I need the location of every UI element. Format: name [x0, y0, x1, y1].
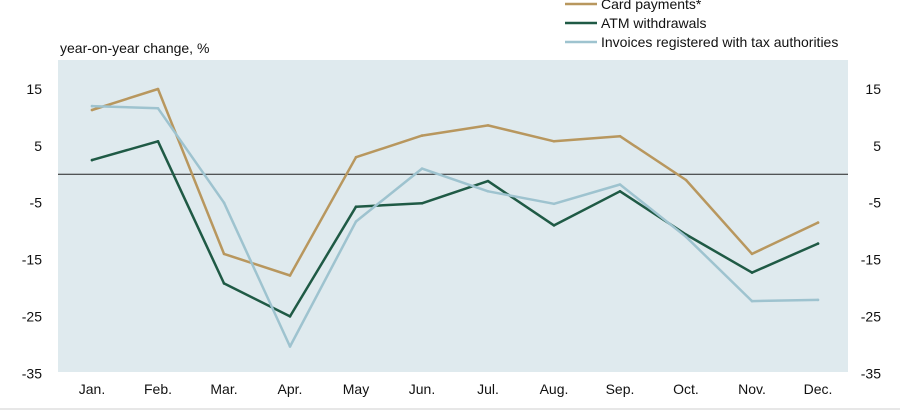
x-tick-label: Jan.: [79, 381, 105, 397]
x-tick-label: Feb.: [144, 381, 172, 397]
y-tick-label-left: -5: [30, 195, 43, 211]
data-point: [684, 178, 688, 182]
series-line-0: [90, 87, 820, 277]
y-tick-label-right: -15: [861, 252, 881, 268]
data-point: [354, 220, 358, 223]
y-tick-label-right: -35: [861, 365, 881, 381]
data-point: [288, 345, 292, 348]
y-tick-label-left: -25: [22, 308, 42, 324]
x-tick-label: Apr.: [278, 381, 303, 397]
x-tick-labels: Jan. Feb. Mar. Apr. May Jun. Jul. Aug. Sep. Oct. N…: [79, 381, 833, 397]
x-tick-label: Aug.: [540, 381, 569, 397]
data-point: [750, 271, 754, 274]
legend-label: Card payments*: [601, 0, 702, 12]
data-point: [816, 242, 820, 245]
y-tick-label-left: -15: [22, 252, 42, 268]
data-point: [486, 190, 490, 193]
data-point: [420, 134, 424, 137]
x-tick-label: May: [343, 381, 369, 397]
y-tick-label-left: 15: [26, 81, 42, 97]
y-axis-label: year-on-year change, %: [60, 40, 209, 56]
legend: Card payments* ATM withdrawals Invoices re…: [565, 0, 838, 50]
data-point: [618, 190, 622, 193]
x-tick-label: Mar.: [210, 381, 237, 397]
y-tick-label-right: -25: [861, 308, 881, 324]
data-point: [354, 205, 358, 208]
data-point: [552, 202, 556, 206]
data-point: [552, 224, 556, 227]
y-tick-label-right: 5: [873, 138, 881, 154]
data-point: [486, 179, 490, 183]
y-tick-labels-left: 15 5 -5 -15 -25 -35: [22, 81, 42, 381]
data-point: [90, 104, 94, 108]
data-point: [156, 140, 160, 143]
data-point: [552, 140, 556, 143]
legend-label: ATM withdrawals: [601, 15, 707, 31]
data-point: [420, 202, 424, 205]
data-point: [816, 221, 820, 224]
data-point: [618, 134, 622, 138]
data-point: [684, 235, 688, 239]
y-tick-labels-right: 15 5 -5 -15 -25 -35: [861, 81, 881, 381]
data-point: [750, 252, 754, 256]
series-layer: [90, 87, 820, 348]
legend-label: Invoices registered with tax authorities: [601, 34, 838, 50]
data-point: [288, 274, 292, 277]
data-point: [288, 315, 292, 318]
data-point: [90, 158, 94, 162]
x-tick-label: Dec.: [804, 381, 833, 397]
x-tick-label: Jun.: [409, 381, 435, 397]
data-point: [222, 201, 226, 204]
data-point: [156, 87, 160, 91]
x-tick-label: Sep.: [606, 381, 635, 397]
x-tick-label: Oct.: [673, 381, 699, 397]
data-point: [222, 282, 226, 285]
data-point: [750, 299, 754, 303]
data-point: [816, 298, 820, 302]
data-point: [354, 155, 358, 159]
data-point: [486, 124, 490, 127]
data-point: [156, 107, 160, 110]
y-tick-label-left: -35: [22, 365, 42, 381]
series-line-1: [90, 140, 820, 318]
data-point: [618, 183, 622, 186]
y-tick-label-right: 15: [865, 81, 881, 97]
plot-background: [58, 60, 848, 372]
x-tick-label: Nov.: [738, 381, 766, 397]
y-tick-label-right: -5: [869, 195, 882, 211]
data-point: [222, 252, 226, 256]
y-tick-label-left: 5: [34, 138, 42, 154]
data-point: [90, 108, 94, 112]
data-point: [420, 167, 424, 170]
series-line-2: [90, 104, 820, 348]
x-tick-label: Jul.: [477, 381, 499, 397]
